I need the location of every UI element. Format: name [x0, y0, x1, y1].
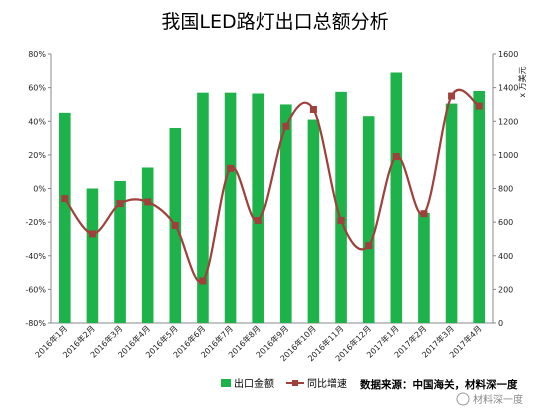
x-axis: 2016年1月2016年2月2016年3月2016年4月2016年5月2016年… [33, 323, 484, 363]
line-point [144, 198, 152, 206]
line-point [282, 122, 290, 130]
right-tick-label: 0 [498, 319, 503, 328]
bar [197, 92, 209, 323]
bar [473, 90, 485, 323]
bar [280, 104, 292, 323]
bar [59, 112, 71, 323]
line-point [199, 277, 207, 285]
left-tick-label: -40% [25, 252, 46, 261]
right-tick-label: 400 [498, 252, 513, 261]
bar [114, 180, 126, 323]
bar [362, 116, 375, 323]
line-point [448, 92, 456, 100]
watermark: 材料深一度 [456, 392, 523, 406]
chart-title: 我国LED路灯出口总额分析 [161, 11, 388, 33]
line-point [254, 216, 262, 224]
right-tick-label: 1200 [498, 117, 518, 126]
bar [86, 188, 99, 323]
bar [141, 167, 154, 323]
left-tick-label: -80% [25, 319, 46, 328]
bar [335, 91, 347, 323]
right-axis: 0 200 400 600 800 1000 1200 1400 1600 [493, 50, 518, 328]
line-point [337, 216, 345, 224]
legend-label-bar: 出口金额 [234, 377, 274, 390]
line-series [61, 88, 483, 285]
right-tick-label: 200 [498, 285, 513, 294]
left-tick-label: -60% [25, 285, 46, 294]
line-point [171, 221, 179, 229]
right-tick-label: 1400 [498, 84, 518, 93]
left-tick-label: 20% [28, 151, 46, 160]
bar [445, 103, 458, 323]
left-tick-label: 80% [28, 50, 46, 59]
source-note: 数据来源：中国海关，材料深一度 [359, 378, 518, 391]
right-tick-label: 800 [498, 185, 513, 194]
watermark-logo-icon [456, 392, 470, 406]
bar [224, 92, 237, 323]
bar-series [59, 72, 485, 324]
left-tick-label: 40% [28, 117, 46, 126]
left-axis: -80% -60% -40% -20% 0% 20% 40% 60% 80% [25, 50, 51, 328]
right-tick-label: 600 [498, 218, 513, 227]
watermark-text: 材料深一度 [473, 393, 523, 406]
line-point [88, 230, 96, 238]
line-point [227, 164, 235, 172]
left-tick-label: 0% [33, 185, 46, 194]
line-point [309, 105, 317, 113]
line-point [475, 102, 483, 110]
line-point [365, 242, 373, 250]
right-tick-label: 1600 [498, 50, 518, 59]
bar [307, 119, 320, 323]
left-tick-label: -20% [25, 218, 46, 227]
bar [252, 93, 264, 324]
bar [390, 72, 403, 324]
legend: 出口金额 同比增速 [221, 377, 347, 390]
line-point [392, 153, 400, 161]
legend-label-line: 同比增速 [307, 377, 347, 390]
legend-swatch-bar [221, 379, 231, 387]
line-point [61, 195, 69, 203]
line-point [116, 200, 124, 208]
legend-swatch-marker [292, 380, 298, 386]
right-axis-label: x 万美元 [517, 66, 527, 97]
bar [418, 212, 430, 323]
left-tick-label: 60% [28, 84, 46, 93]
line-path [63, 88, 480, 284]
line-point [420, 210, 428, 218]
right-tick-label: 1000 [498, 151, 518, 160]
